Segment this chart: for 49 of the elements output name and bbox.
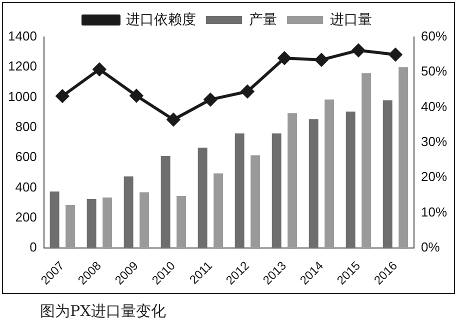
point <box>314 53 328 66</box>
y2-tick-label: 50% <box>420 64 448 79</box>
bar <box>198 148 208 248</box>
point <box>56 90 69 103</box>
bar <box>346 112 356 248</box>
y-tick-label: 0 <box>30 240 37 255</box>
legend-label: 进口依赖度 <box>126 10 196 27</box>
y2-tick-label: 40% <box>420 98 448 114</box>
bar <box>288 113 298 248</box>
bar <box>214 173 224 248</box>
bar <box>382 100 392 248</box>
bar <box>272 133 282 248</box>
bar <box>66 205 76 248</box>
point <box>240 84 254 98</box>
y-tick-label: 1200 <box>8 58 37 74</box>
bar <box>86 198 96 248</box>
bar <box>102 197 112 248</box>
bar <box>324 100 334 248</box>
text: 图为PX进口量变化 <box>40 302 166 321</box>
point <box>130 89 143 102</box>
point <box>278 52 291 65</box>
y-tick-label: 800 <box>15 118 37 134</box>
bar <box>124 176 134 248</box>
y-tick-label: 1000 <box>8 88 37 104</box>
y-tick-label: 600 <box>15 149 37 164</box>
y2-tick-label: 20% <box>420 169 448 184</box>
point <box>204 93 217 106</box>
y2-tick-label: 30% <box>420 134 448 150</box>
y2-tick-label: 60% <box>420 28 448 44</box>
bar <box>308 119 318 248</box>
bar <box>398 67 408 248</box>
y2-tick-label: 10% <box>420 204 448 220</box>
bar <box>250 155 260 248</box>
point <box>166 113 180 126</box>
bar <box>176 196 186 248</box>
y-tick-label: 200 <box>15 209 37 224</box>
legend-label: 进口量 <box>330 10 372 27</box>
bar <box>362 73 372 248</box>
bar <box>234 133 244 248</box>
point <box>388 48 402 62</box>
legend-label: 产量 <box>249 10 277 27</box>
y-tick-label: 400 <box>15 179 37 194</box>
bar <box>50 191 60 248</box>
bar <box>160 156 170 248</box>
y2-tick-label: 0% <box>420 240 440 255</box>
bar <box>140 192 150 248</box>
y-tick-label: 1400 <box>8 28 37 44</box>
point <box>352 44 365 57</box>
point <box>92 62 106 76</box>
